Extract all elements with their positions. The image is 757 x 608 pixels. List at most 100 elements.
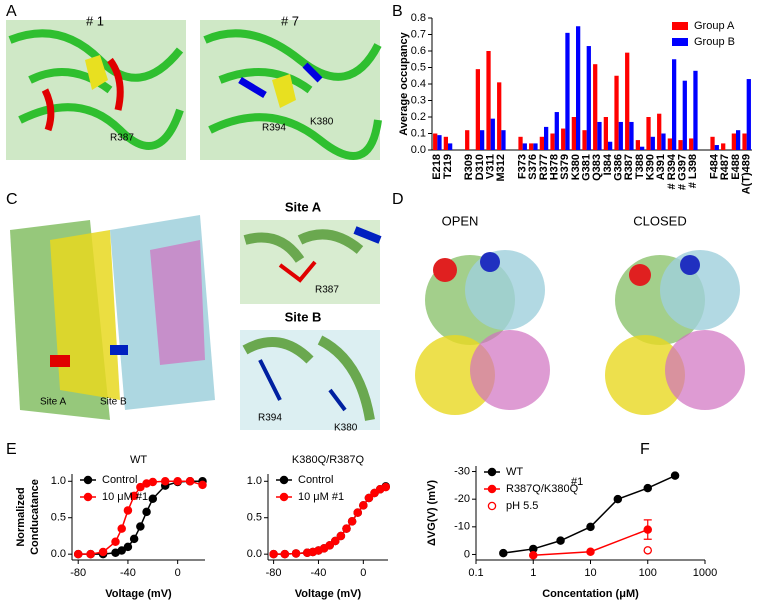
chart-title: WT	[130, 454, 147, 466]
legend-label: 10 μM #1	[102, 491, 148, 503]
bar	[518, 136, 523, 150]
y-tick-label: 0	[464, 548, 470, 560]
x-tick-label: K380	[570, 154, 582, 180]
x-tick-label: # L398	[687, 154, 699, 188]
data-point	[142, 507, 151, 517]
x-tick-label: -40	[120, 567, 136, 579]
x-tick-label: G386	[613, 154, 625, 181]
y-tick-label: 1.0	[51, 475, 66, 487]
image-title: Site A	[285, 199, 322, 214]
bar	[721, 143, 726, 150]
x-tick-label: I384	[602, 153, 614, 175]
x-tick-label: 100	[639, 567, 657, 579]
y-tick-label: 0.8	[411, 12, 426, 24]
x-axis-label: Concentation (μM)	[542, 588, 639, 600]
data-point	[336, 531, 346, 541]
y-tick-label: 0.6	[411, 45, 426, 57]
data-point	[364, 493, 374, 503]
x-tick-label: M312	[495, 154, 507, 182]
x-tick-label: S376	[527, 154, 539, 180]
y-tick-label: 0.5	[51, 512, 66, 524]
bar	[714, 145, 719, 150]
y-axis-label: Average occupancy	[398, 31, 410, 135]
data-point	[86, 549, 95, 559]
bar	[533, 143, 538, 150]
site-label: Site B	[100, 397, 127, 408]
x-tick-label: R377	[538, 154, 550, 180]
bar	[608, 141, 613, 150]
y-tick-label: 0.4	[411, 78, 426, 90]
bar	[625, 52, 630, 150]
data-point	[586, 522, 595, 532]
y-tick-label: -20	[454, 493, 470, 505]
data-point	[123, 506, 133, 515]
bar	[586, 46, 591, 150]
data-point	[613, 494, 623, 504]
data-point	[98, 547, 108, 557]
data-point	[269, 549, 278, 559]
data-point	[359, 501, 368, 510]
data-point	[123, 542, 133, 552]
data-point	[331, 536, 340, 546]
bar	[682, 80, 687, 150]
x-tick-label: # R394	[666, 153, 678, 189]
y-tick-label: 1.0	[247, 475, 262, 487]
bar	[672, 59, 677, 150]
panel-letter: B	[392, 3, 403, 20]
data-point	[556, 536, 565, 545]
x-tick-label: T219	[442, 154, 454, 179]
data-point	[499, 548, 508, 558]
bar	[593, 64, 598, 150]
bar	[731, 133, 736, 150]
image-title: OPEN	[442, 213, 479, 228]
legend-label: WT	[506, 466, 523, 478]
site-label: Site A	[40, 397, 66, 408]
x-axis-label: Voltage (mV)	[295, 588, 362, 600]
image-title: Site B	[285, 309, 322, 324]
data-point	[198, 480, 207, 490]
x-tick-label: E218	[431, 154, 443, 180]
chart-title: K380Q/R387Q	[292, 454, 365, 466]
data-point	[325, 541, 334, 550]
data-point	[160, 477, 170, 486]
data-point	[185, 477, 195, 486]
data-point	[129, 491, 139, 501]
structure-image	[240, 330, 380, 430]
bar	[736, 130, 741, 150]
x-tick-label: R487	[719, 154, 731, 180]
structure-image	[415, 250, 550, 415]
residue-label: R394	[262, 123, 286, 134]
bar	[629, 121, 634, 150]
y-tick-label: 0.0	[247, 548, 262, 560]
bar	[603, 117, 608, 150]
x-tick-label: H378	[549, 154, 561, 180]
x-tick-label: -80	[70, 567, 86, 579]
legend-label: pH 5.5	[506, 500, 538, 512]
bar	[661, 133, 666, 150]
bar	[693, 70, 698, 150]
bar	[501, 130, 506, 150]
data-point	[111, 537, 120, 547]
legend-marker	[487, 467, 497, 477]
data-point	[670, 471, 680, 480]
legend-label: 10 μM #1	[298, 491, 344, 503]
y-axis-label: ΔVG(V) (mV)	[426, 480, 438, 546]
image-title: CLOSED	[633, 213, 686, 228]
data-point	[117, 546, 126, 555]
structure-image	[200, 20, 382, 160]
panel-letter: C	[6, 191, 18, 208]
bar	[710, 136, 715, 150]
data-point	[529, 551, 538, 560]
data-point	[136, 482, 145, 492]
data-point	[353, 508, 362, 517]
bar	[618, 121, 623, 150]
data-point	[643, 483, 653, 493]
bar	[522, 143, 527, 150]
bar	[529, 143, 534, 150]
x-tick-label: E488	[730, 154, 742, 180]
bar	[539, 136, 544, 150]
bar	[544, 126, 549, 150]
bar	[597, 121, 602, 150]
bar	[561, 128, 566, 150]
